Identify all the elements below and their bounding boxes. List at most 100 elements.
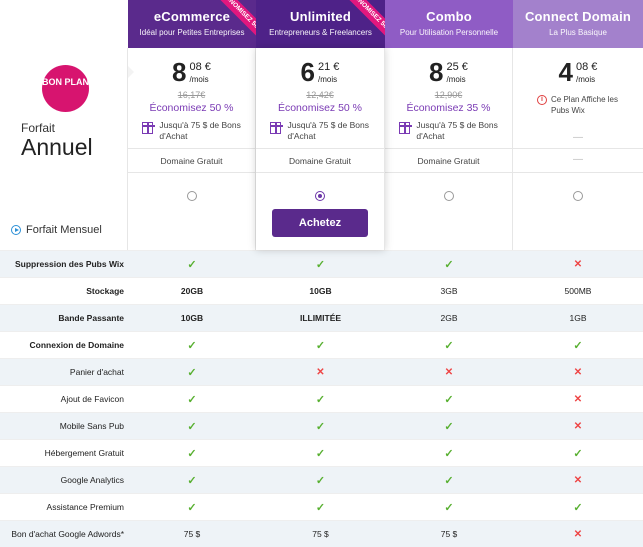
cross-icon: ✕ xyxy=(385,358,513,386)
feature-value: 75 $ xyxy=(385,520,513,547)
plan-name: Combo xyxy=(426,9,472,24)
divider xyxy=(513,172,643,173)
free-domain: Domaine Gratuit xyxy=(289,156,351,166)
cross-icon: ✕ xyxy=(513,412,643,440)
cross-icon: ✕ xyxy=(513,385,643,413)
divider xyxy=(128,148,255,149)
feature-row: Stockage 20GB 10GB 3GB 500MB xyxy=(0,277,643,305)
feature-label: Panier d'achat xyxy=(0,358,128,386)
feature-value: 10GB xyxy=(256,277,385,305)
feature-value: 20GB xyxy=(128,277,256,305)
plan-column-connect-domain: 4 08 € /mois i Ce Plan Affiche les Pubs W… xyxy=(513,48,643,250)
plan-header-combo[interactable]: Combo Pour Utilisation Personnelle xyxy=(385,0,513,48)
no-gift-dash: — xyxy=(573,132,583,143)
price-cents: 25 € xyxy=(446,61,468,73)
feature-row: Hébergement Gratuit ✓ ✓ ✓ ✓ xyxy=(0,439,643,467)
old-price: 16,17€ xyxy=(177,90,206,100)
plan-column-ecommerce: 8 08 € /mois 16,17€ Économisez 50 % Jusqu… xyxy=(128,48,256,250)
check-icon: ✓ xyxy=(256,385,385,413)
feature-label: Assistance Premium xyxy=(0,493,128,521)
check-icon: ✓ xyxy=(513,331,643,359)
savings-text: Économisez 50 % xyxy=(277,102,363,114)
play-circle-icon xyxy=(11,225,21,235)
divider xyxy=(385,148,512,149)
feature-label: Ajout de Favicon xyxy=(0,385,128,413)
check-icon: ✓ xyxy=(513,493,643,521)
check-icon: ✓ xyxy=(385,466,513,494)
price-integer: 8 xyxy=(172,57,187,87)
plan-radio-ecommerce[interactable] xyxy=(186,191,197,201)
feature-row: Suppression des Pubs Wix ✓ ✓ ✓ ✕ xyxy=(0,250,643,278)
price-integer: 4 xyxy=(558,57,574,87)
plan-name: Unlimited xyxy=(289,9,352,24)
plan-subtitle: Entrepreneurs & Freelancers xyxy=(269,28,372,37)
plan-name: Connect Domain xyxy=(524,9,632,24)
check-icon: ✓ xyxy=(256,439,385,467)
check-icon: ✓ xyxy=(256,250,385,278)
price-period: /mois xyxy=(189,75,209,84)
feature-value: 75 $ xyxy=(128,520,256,547)
divider xyxy=(513,148,643,149)
check-icon: ✓ xyxy=(385,412,513,440)
savings-text: Économisez 50 % xyxy=(149,102,234,114)
plan-radio-combo[interactable] xyxy=(443,191,454,201)
check-icon: ✓ xyxy=(128,358,256,386)
plan-header-connect-domain[interactable]: Connect Domain La Plus Basique xyxy=(513,0,643,48)
gift-text: Jusqu'à 75 $ de Bons d'Achat xyxy=(159,120,241,141)
check-icon: ✓ xyxy=(128,493,256,521)
monthly-plan-link[interactable]: Forfait Mensuel xyxy=(11,224,102,236)
annual-label: Annuel xyxy=(21,134,93,160)
price-cents: 08 € xyxy=(189,61,211,73)
feature-row: Ajout de Favicon ✓ ✓ ✓ ✕ xyxy=(0,385,643,413)
feature-value: 3GB xyxy=(385,277,513,305)
divider xyxy=(128,172,255,173)
free-domain: Domaine Gratuit xyxy=(160,156,223,166)
forfait-label: Forfait xyxy=(21,121,56,135)
price-period: /mois xyxy=(576,75,596,84)
gift-text: Jusqu'à 75 $ de Bons d'Achat xyxy=(287,120,369,141)
check-icon: ✓ xyxy=(256,331,385,359)
check-icon: ✓ xyxy=(128,466,256,494)
cross-icon: ✕ xyxy=(513,358,643,386)
check-icon: ✓ xyxy=(385,493,513,521)
check-icon: ✓ xyxy=(256,493,385,521)
check-icon: ✓ xyxy=(385,385,513,413)
gift-voucher: Jusqu'à 75 $ de Bons d'Achat xyxy=(141,120,255,142)
plan-header-unlimited[interactable]: Unlimited Entrepreneurs & Freelancers ÉC… xyxy=(256,0,385,48)
plan-column-combo: 8 25 € /mois 12,90€ Économisez 35 % Jusqu… xyxy=(385,48,513,250)
price-cents: 21 € xyxy=(318,61,340,73)
gift-voucher: Jusqu'à 75 $ de Bons d'Achat xyxy=(269,120,384,142)
feature-label: Bon d'achat Google Adwords* xyxy=(0,520,128,547)
divider xyxy=(256,148,384,149)
feature-label: Mobile Sans Pub xyxy=(0,412,128,440)
free-domain: Domaine Gratuit xyxy=(417,156,480,166)
pointer-notch xyxy=(128,66,134,78)
plan-header-ecommerce[interactable]: eCommerce Idéal pour Petites Entreprises… xyxy=(128,0,256,48)
feature-row: Mobile Sans Pub ✓ ✓ ✓ ✕ xyxy=(0,412,643,440)
buy-button[interactable]: Achetez xyxy=(272,209,368,237)
check-icon: ✓ xyxy=(128,439,256,467)
check-icon: ✓ xyxy=(256,466,385,494)
price-period: /mois xyxy=(446,75,466,84)
ads-warning: i Ce Plan Affiche les Pubs Wix xyxy=(537,94,627,116)
monthly-plan-label: Forfait Mensuel xyxy=(26,224,102,236)
cross-icon: ✕ xyxy=(513,250,643,278)
savings-text: Économisez 35 % xyxy=(406,102,491,114)
plan-subtitle: Pour Utilisation Personnelle xyxy=(399,28,499,37)
divider xyxy=(256,172,384,173)
plan-radio-unlimited[interactable] xyxy=(315,191,325,201)
old-price: 12,42€ xyxy=(306,90,334,100)
price: 4 08 € /mois xyxy=(513,58,643,86)
info-icon: i xyxy=(537,95,547,105)
feature-row: Connexion de Domaine ✓ ✓ ✓ ✓ xyxy=(0,331,643,359)
feature-label: Suppression des Pubs Wix xyxy=(0,250,128,278)
feature-label: Bande Passante xyxy=(0,304,128,332)
plan-radio-connect-domain[interactable] xyxy=(573,191,583,201)
feature-value: 1GB xyxy=(513,304,643,332)
check-icon: ✓ xyxy=(256,412,385,440)
gift-text: Jusqu'à 75 $ de Bons d'Achat xyxy=(416,120,498,141)
price: 6 21 € /mois xyxy=(256,58,384,86)
check-icon: ✓ xyxy=(385,331,513,359)
divider xyxy=(385,172,512,173)
feature-row: Bon d'achat Google Adwords* 75 $75 $75 $ ✕ xyxy=(0,520,643,547)
